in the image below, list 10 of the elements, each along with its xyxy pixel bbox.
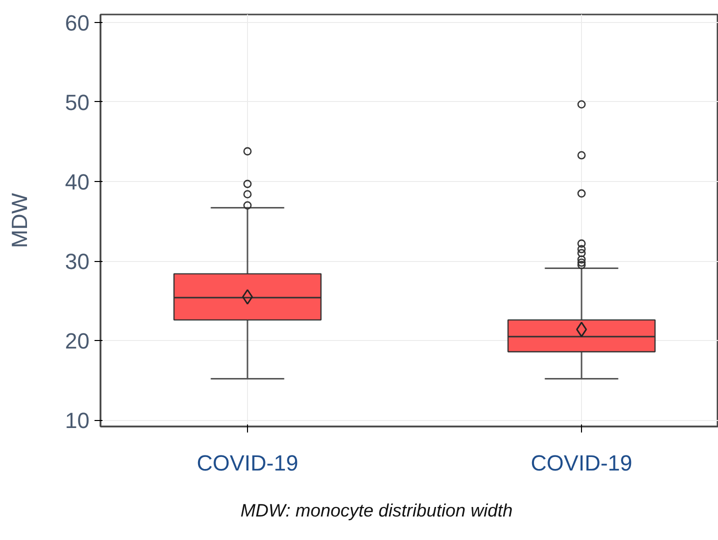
x-tick-label: COVID-19 xyxy=(530,450,632,476)
y-tick-label: 10 xyxy=(65,408,90,434)
y-tick-label: 30 xyxy=(65,249,90,274)
x-tick-label: COVID-19 xyxy=(196,450,298,476)
y-tick-label: 40 xyxy=(65,170,90,195)
y-tick-label: 60 xyxy=(65,10,90,36)
y-tick-label: 50 xyxy=(65,90,90,115)
text: MDW: monocyte distribution width xyxy=(240,500,513,520)
y-tick-label: 20 xyxy=(65,328,90,354)
y-axis-title: MDW xyxy=(7,192,32,248)
